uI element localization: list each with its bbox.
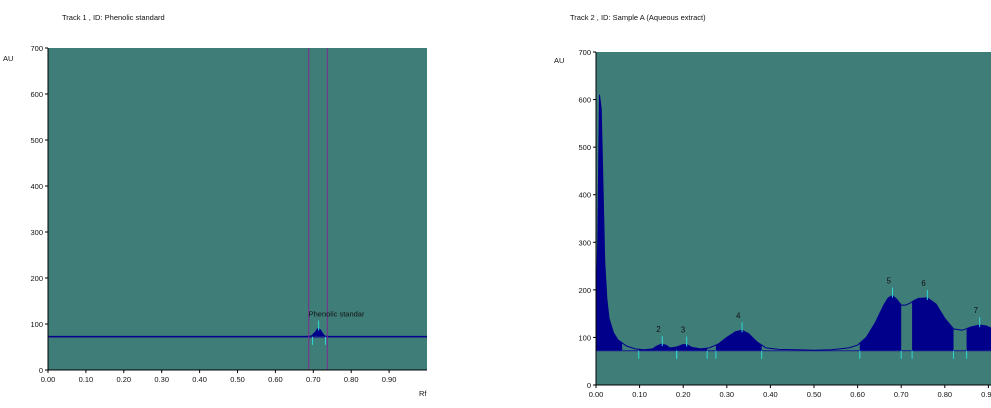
track-1-x-tick-label: 0.20 <box>116 375 131 384</box>
track-1-plot-area <box>48 48 427 370</box>
track-2-trace <box>595 94 991 351</box>
track-1-panel: Track 1 , ID: Phenolic standard Phenolic… <box>0 0 440 408</box>
track-1-y-tick-label: 0 <box>39 366 43 375</box>
track-1-x-tick-label: 0.70 <box>306 375 321 384</box>
track-2-peak-label: 2 <box>656 325 661 334</box>
track-1-trace <box>48 327 427 337</box>
track-2-y-tick-label: 700 <box>578 48 591 57</box>
track-2-x-tick-label: 0.60 <box>850 390 865 399</box>
track-1-y-tick-label: 200 <box>30 274 43 283</box>
track-1-y-tick-label: 700 <box>30 44 43 53</box>
track-1-y-tick-label: 400 <box>30 182 43 191</box>
track-1-y-tick-label: 600 <box>30 90 43 99</box>
track-1-y-tick-label: 300 <box>30 228 43 237</box>
track-1-y-tick-label: 500 <box>30 136 43 145</box>
track-2-y-tick-label: 100 <box>578 333 591 342</box>
track-2-x-tick-label: 0.40 <box>763 390 778 399</box>
track-1-x-tick-label: 0.80 <box>344 375 359 384</box>
track-1-x-tick-label: 0.90 <box>382 375 397 384</box>
track-2-x-tick-label: 0.20 <box>676 390 691 399</box>
track-1-title: Track 1 , ID: Phenolic standard <box>62 13 165 22</box>
track-2-title: Track 2 , ID: Sample A (Aqueous extract) <box>570 13 706 22</box>
track-2-x-tick-label: 0.70 <box>894 390 909 399</box>
track-2-peak-area <box>638 344 677 351</box>
track-1-peak-label: Phenolic standar <box>309 310 365 319</box>
track-1-x-tick-label: 0.60 <box>268 375 283 384</box>
track-2-peak-area <box>966 325 991 351</box>
track-1-y-axis-label: AU <box>3 54 13 63</box>
track-2-peak-area <box>859 295 902 351</box>
track-2-panel: Track 2 , ID: Sample A (Aqueous extract)… <box>540 0 991 408</box>
track-1-x-tick-label: 0.40 <box>192 375 207 384</box>
track-2-x-tick-label: 0.90 <box>981 390 991 399</box>
track-2-x-tick-label: 0.00 <box>589 390 604 399</box>
track-2-x-tick-label: 0.30 <box>719 390 734 399</box>
track-1-y-tick-label: 100 <box>30 320 43 329</box>
track-1-peak-area <box>312 328 326 337</box>
track-2-y-tick-label: 500 <box>578 143 591 152</box>
track-2-peak-label: 5 <box>886 277 891 286</box>
track-1-x-axis-label: Rf <box>419 389 427 398</box>
track-2-y-axis-label: AU <box>554 56 564 65</box>
track-2-y-tick-label: 300 <box>578 238 591 247</box>
track-2-y-tick-label: 600 <box>578 96 591 105</box>
track-2-peak-label: 4 <box>736 311 741 320</box>
track-2-y-tick-label: 400 <box>578 191 591 200</box>
track-1-x-tick-label: 0.30 <box>154 375 169 384</box>
track-1-x-tick-label: 0.00 <box>41 375 56 384</box>
track-2-peak-label: 7 <box>974 306 979 315</box>
track-2-peak-label: 3 <box>681 326 686 335</box>
track-2-y-tick-label: 0 <box>587 381 591 390</box>
track-2-peak-label: 6 <box>921 279 926 288</box>
track-2-x-tick-label: 0.10 <box>632 390 647 399</box>
track-2-x-tick-label: 0.50 <box>807 390 822 399</box>
track-2-chart: 234567801002003004005006007000.000.100.2… <box>554 48 991 399</box>
track-1-x-tick-label: 0.50 <box>230 375 245 384</box>
track-2-y-tick-label: 200 <box>578 286 591 295</box>
track-2-front-peak-area <box>596 94 623 351</box>
track-1-chart: Phenolic standar 0 100 200 300 400 500 600 700 0.… <box>3 44 427 398</box>
track-1-x-tick-label: 0.10 <box>79 375 94 384</box>
track-2-x-tick-label: 0.80 <box>937 390 952 399</box>
track-2-peak-area <box>912 297 954 351</box>
